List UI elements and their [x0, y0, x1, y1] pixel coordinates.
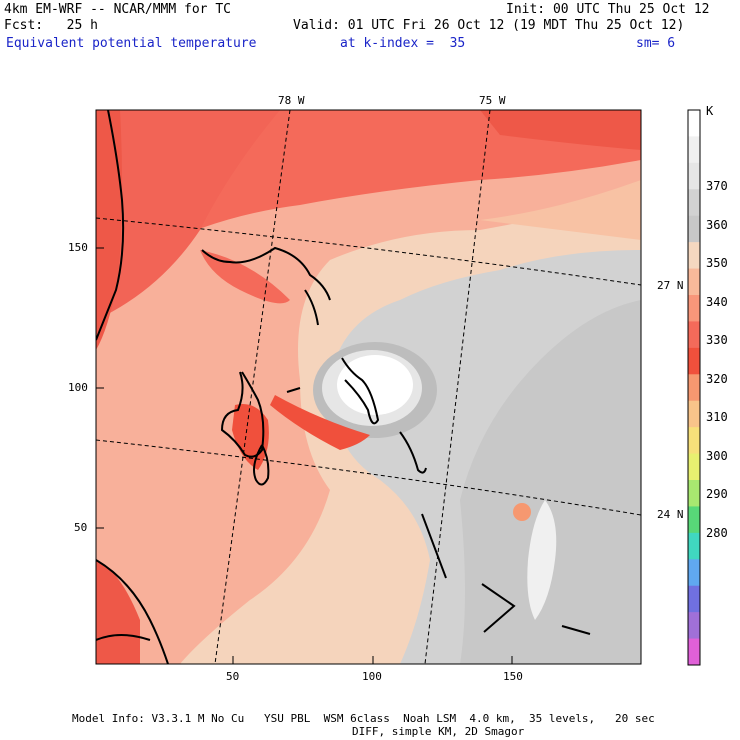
forecast-hour: Fcst: 25 h: [4, 18, 98, 33]
y-tick-100: 100: [68, 381, 88, 394]
model-title: 4km EM-WRF -- NCAR/MMM for TC: [4, 2, 231, 17]
footer-model-info: Model Info: V3.3.1 M No Cu YSU PBL WSM 6…: [72, 712, 655, 725]
lon-label-78w: 78 W: [278, 94, 305, 107]
field-name: Equivalent potential temperature: [6, 36, 257, 51]
colorbar-swatch: [688, 215, 700, 243]
x-tick-50: 50: [226, 670, 240, 683]
colorbar-swatch: [688, 374, 700, 402]
colorbar-level-label: 340: [706, 294, 728, 309]
axis-ticks: [96, 247, 513, 664]
colorbar-level-label: 370: [706, 179, 728, 193]
colorbar-swatch: [688, 532, 700, 560]
valid-time: Valid: 01 UTC Fri 26 Oct 12 (19 MDT Thu …: [293, 18, 685, 33]
colorbar-swatch: [688, 400, 700, 428]
coastline: [96, 110, 591, 664]
colorbar-swatch: [688, 110, 700, 137]
colorbar-swatch: [688, 162, 700, 190]
colorbar-swatch: [688, 585, 700, 613]
colorbar-swatch: [688, 268, 700, 296]
colorbar-swatch: [688, 242, 700, 270]
x-tick-100: 100: [362, 670, 382, 683]
colorbar-level-label: 330: [706, 333, 728, 347]
colorbar-level-label: 290: [706, 487, 728, 501]
colorbar-level-label: 320: [706, 371, 728, 386]
colorbar-swatch: [688, 480, 700, 507]
theta-e-field: [96, 110, 641, 664]
colorbar-swatch: [688, 559, 700, 587]
init-time: Init: 00 UTC Thu 25 Oct 12: [506, 2, 710, 17]
colorbar-swatch: [688, 453, 700, 481]
colorbar-level-label: 360: [706, 217, 728, 232]
colorbar: [688, 110, 700, 666]
lat-label-27n: 27 N: [657, 279, 684, 292]
colorbar-swatch: [688, 136, 700, 164]
colorbar-swatch: [688, 189, 700, 217]
colorbar-unit: K: [706, 104, 714, 118]
colorbar-swatch: [688, 506, 700, 534]
graticule: [96, 110, 641, 664]
colorbar-swatch: [688, 427, 700, 455]
plot-frame: [95, 109, 642, 665]
k-index: at k-index = 35: [340, 36, 466, 51]
y-tick-150: 150: [68, 241, 88, 254]
colorbar-level-label: 280: [706, 525, 728, 540]
footer-diffusion: DIFF, simple KM, 2D Smagor: [352, 725, 525, 738]
x-tick-150: 150: [503, 670, 523, 683]
lat-label-24n: 24 N: [657, 508, 684, 521]
y-tick-50: 50: [74, 521, 88, 534]
colorbar-level-label: 300: [706, 448, 728, 463]
colorbar-swatch: [688, 638, 700, 666]
colorbar-swatch: [688, 612, 700, 640]
smoothing: sm= 6: [636, 36, 676, 51]
lon-label-75w: 75 W: [479, 94, 506, 107]
colorbar-swatch: [688, 295, 700, 322]
colorbar-level-label: 310: [706, 410, 728, 424]
colorbar-swatch: [688, 347, 700, 375]
colorbar-level-label: 350: [706, 256, 728, 270]
colorbar-swatch: [688, 321, 700, 349]
